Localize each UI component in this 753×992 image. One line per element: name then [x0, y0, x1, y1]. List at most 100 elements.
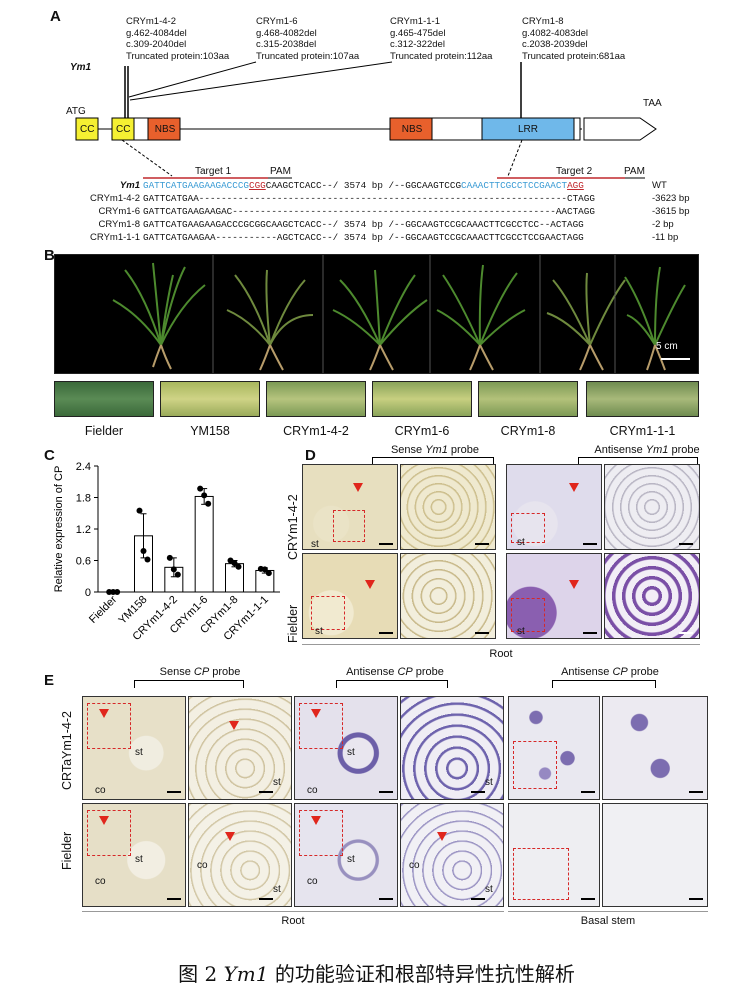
mutation-g: g.465-475del — [390, 27, 446, 39]
mutation-g: g.462-4084del — [126, 27, 187, 39]
micrograph-d-crym1-antisense-zoom — [604, 464, 700, 550]
scale-bar — [167, 898, 181, 900]
micrograph-e-crta-stem-zoom — [602, 696, 708, 800]
allele-note: -11 bp — [652, 232, 679, 243]
leaf-crym1-6 — [372, 381, 472, 417]
stem-divider-e — [508, 911, 708, 912]
data-point — [140, 548, 147, 555]
root-divider — [302, 644, 700, 645]
target2-label: Target 2 — [556, 166, 593, 177]
lrr-domain-label: LRR — [517, 124, 538, 135]
stele-label: st — [347, 747, 355, 758]
gene-label: Ym1 — [70, 62, 92, 73]
micrograph-e-fielder-stem-zoom — [602, 803, 708, 907]
scale-bar — [167, 791, 181, 793]
plant-crym1-8 — [546, 272, 626, 371]
genotype-label: CRYm1-4-2 — [283, 424, 349, 438]
tissue-label-root-e: Root — [281, 915, 305, 927]
allele-note: -2 bp — [652, 219, 674, 230]
mutation-annotation-3: CRYm1-1-1 g.465-475del c.312-322del Trun… — [390, 16, 492, 62]
zoom-box — [513, 848, 569, 900]
arrowhead-icon — [365, 580, 375, 589]
x-tick-label: Fielder — [87, 593, 119, 625]
antisense-cp-probe-header-stem: Antisense CP probe — [561, 666, 659, 678]
leaf-crym1-1-1 — [586, 381, 699, 417]
panel-label-d: D — [305, 447, 316, 464]
atg-label: ATG — [66, 106, 86, 117]
arrowhead-icon — [569, 483, 579, 492]
data-point — [265, 570, 272, 577]
y-tick-label: 0 — [85, 587, 91, 599]
data-point — [114, 589, 121, 595]
arrowhead-icon — [225, 832, 235, 841]
stele-label: st — [315, 626, 323, 637]
bracket — [336, 680, 448, 688]
arrowhead-icon — [437, 832, 447, 841]
stele-label: st — [517, 626, 525, 637]
leaf-fielder — [54, 381, 154, 417]
scale-bar — [259, 898, 273, 900]
pam1-seq: CGG — [249, 180, 266, 191]
tissue-label-root-d: Root — [489, 648, 513, 660]
zoom-box — [87, 703, 131, 749]
zoom-box — [511, 513, 545, 543]
micrograph-d-crym1-sense-overview: st — [302, 464, 398, 550]
panel-label-a: A — [50, 8, 61, 25]
micrograph-e-crta-antisense-zoom: st — [400, 696, 504, 800]
data-point — [197, 485, 204, 492]
wt-note: WT — [652, 180, 667, 191]
plant-ym158 — [226, 269, 314, 371]
micrograph-d-fielder-sense-overview: st — [302, 553, 398, 639]
micrograph-e-fielder-sense-overview: st co — [82, 803, 186, 907]
mutation-g: g.4082-4083del — [522, 27, 589, 39]
wt-sequence: GATTCATGAAGAAGACCCGCGGCAAGCTCACC--/ 3574… — [143, 180, 584, 191]
scale-bar — [583, 632, 597, 634]
arrowhead-icon — [99, 709, 109, 718]
data-point — [201, 492, 208, 499]
panel-label-c: C — [44, 447, 55, 464]
micrograph-e-fielder-antisense-zoom: co st — [400, 803, 504, 907]
scale-bar — [471, 898, 485, 900]
row-label-crtaym1-4-2: CRTaYm1-4-2 — [60, 711, 74, 790]
stele-label: st — [485, 884, 493, 895]
micrograph-d-crym1-antisense-overview: st — [506, 464, 602, 550]
arrowhead-icon — [353, 483, 363, 492]
mutation-c: c.315-2038del — [256, 39, 317, 50]
scale-bar — [679, 543, 693, 545]
data-point — [261, 566, 268, 573]
allele-seq: GATTCATGAAGAAGAC------------------------… — [143, 206, 595, 217]
micrograph-d-fielder-sense-zoom — [400, 553, 496, 639]
plant-fielder — [112, 262, 206, 370]
target1-seq: GATTCATGAAGAAGACCCG — [143, 180, 250, 191]
target1-label: Target 1 — [195, 166, 232, 177]
genotype-label: CRYm1-8 — [500, 424, 556, 438]
scale-bar — [379, 632, 393, 634]
genotype-label: Fielder — [84, 424, 124, 438]
row-label-crym1-4-2: CRYm1-4-2 — [286, 494, 300, 560]
mutation-c: c.309-2040del — [126, 39, 187, 50]
leaf-ym158 — [160, 381, 260, 417]
antisense-cp-probe-header-root: Antisense CP probe — [346, 666, 444, 678]
mutation-g: g.468-4082del — [256, 27, 317, 39]
cortex-label: co — [307, 785, 318, 796]
micrograph-d-fielder-antisense-zoom — [604, 553, 700, 639]
nbs-domain-label-1: NBS — [154, 124, 176, 135]
stele-label: st — [273, 777, 281, 788]
arrowhead-icon — [311, 816, 321, 825]
micrograph-e-crta-stem-overview — [508, 696, 600, 800]
target2-seq: CAAACTTCGCCTCCGAACT — [461, 180, 568, 191]
data-point — [170, 566, 177, 573]
mutation-c: c.2038-2039del — [522, 39, 588, 50]
exon2-nbs-box — [147, 117, 181, 141]
exon1-cc-box — [75, 117, 99, 141]
allele-note: -3615 bp — [652, 206, 690, 217]
scale-bar-label: 5 cm — [656, 341, 678, 352]
scale-bar — [689, 898, 703, 900]
allele-seq: GATTCATGAAGAA-----------AGCTCACC--/ 3574… — [143, 232, 584, 243]
cortex-label: co — [197, 860, 208, 871]
allele-name: CRYm1-6 — [98, 206, 140, 217]
arrowhead-icon — [229, 721, 239, 730]
stele-label: st — [311, 539, 319, 550]
mutation-name: CRYm1-4-2 — [126, 16, 176, 27]
mutation-name: CRYm1-1-1 — [390, 16, 440, 27]
